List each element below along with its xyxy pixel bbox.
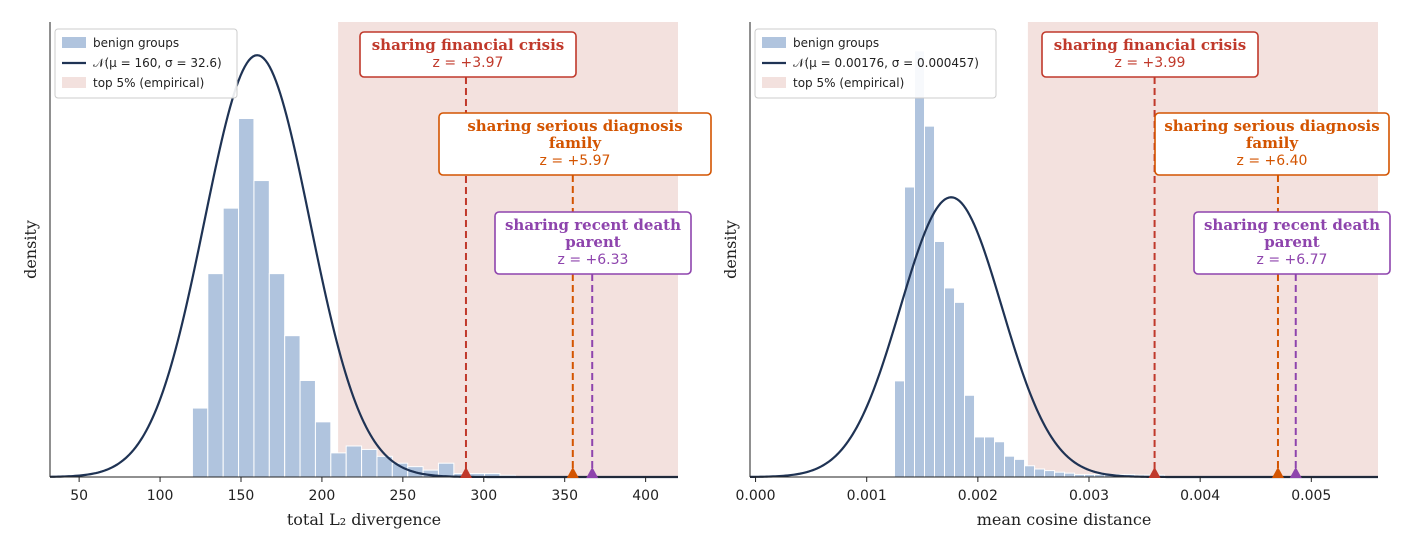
legend-swatch-top5 (62, 77, 86, 88)
annotation-z-score: z = +5.97 (540, 153, 611, 169)
legend-label: benign groups (793, 36, 879, 50)
histogram-bar (893, 380, 905, 478)
legend-swatch-histogram (62, 37, 86, 48)
x-tick-label: 250 (389, 488, 416, 504)
histogram-bar (984, 436, 996, 478)
histogram-bar (1064, 472, 1076, 478)
legend-label: benign groups (93, 36, 179, 50)
annotation-z-score: z = +6.40 (1237, 153, 1308, 169)
annotation-title: sharing serious diagnosis family (467, 117, 682, 152)
x-axis-label: total L₂ divergence (287, 510, 441, 529)
x-tick-label: 300 (470, 488, 497, 504)
annotation-marker (1271, 467, 1284, 478)
annotation-marker (566, 467, 579, 478)
histogram-bar (299, 379, 316, 478)
annotation-box-frame (1041, 31, 1259, 78)
histogram-bar (191, 407, 209, 478)
annotation-box-frame (1154, 112, 1390, 176)
annotation-box-frame (494, 211, 692, 275)
y-axis-label: density (21, 220, 40, 279)
histogram-bar (934, 240, 946, 478)
annotation-marker (1148, 467, 1161, 478)
y-axis-label: density (721, 220, 740, 279)
histogram-bar (903, 186, 916, 478)
histogram-bar (964, 394, 976, 478)
annotation-title: sharing financial crisis (1054, 36, 1247, 54)
legend-frame (754, 28, 997, 99)
histogram-bar (1054, 471, 1066, 478)
legend: benign groups 𝒩(μ = 160, σ = 32.6) top 5% … (54, 28, 238, 99)
legend: benign groups 𝒩(μ = 0.00176, σ = 0.000457… (754, 28, 997, 99)
legend-swatch-histogram (762, 37, 786, 48)
annotation-box-frame (438, 112, 712, 176)
x-tick-label: 150 (228, 488, 255, 504)
histogram-bar (207, 273, 224, 478)
legend-label: top 5% (empirical) (793, 76, 904, 90)
annotation-box-frame (1193, 211, 1391, 275)
panel-left: 50 100 150 200 250 300 350 400 total L₂ divergen… (21, 22, 712, 529)
annotation-marker (459, 467, 472, 478)
histogram-bar (994, 441, 1006, 478)
histogram-bar (1024, 465, 1036, 478)
legend-label: 𝒩(μ = 160, σ = 32.6) (93, 56, 222, 70)
annotation-z-score: z = +3.99 (1115, 55, 1186, 71)
annotation-box-frame (359, 31, 577, 78)
annotation-title: sharing recent death parent (1204, 216, 1380, 251)
x-tick-label: 0.000 (736, 488, 776, 504)
x-tick-label: 400 (632, 488, 659, 504)
histogram-bar (314, 421, 332, 478)
histogram-bar (345, 445, 363, 478)
annotation-z-score: z = +6.77 (1257, 252, 1328, 268)
histogram-bar (268, 273, 286, 478)
histogram-bar (238, 118, 255, 478)
annotation-title: sharing serious diagnosis family (1164, 117, 1379, 152)
histogram-bar (222, 207, 240, 478)
annotation-title: sharing financial crisis (372, 36, 565, 54)
histogram-bar (924, 125, 936, 478)
histogram-bar (944, 287, 956, 478)
annotation-marker (586, 467, 599, 478)
x-tick-label: 0.003 (1069, 488, 1109, 504)
histogram-bar (330, 452, 347, 478)
legend-swatch-top5 (762, 77, 786, 88)
legend-label: top 5% (empirical) (93, 76, 204, 90)
x-tick-label: 100 (147, 488, 174, 504)
histogram-bar (1044, 470, 1056, 478)
histogram-bar (954, 301, 966, 478)
x-tick-label: 0.002 (958, 488, 998, 504)
histogram-bar (253, 180, 270, 478)
annotation-title: sharing recent death parent (505, 216, 681, 251)
x-tick-label: 0.004 (1180, 488, 1220, 504)
histogram-bar (1034, 468, 1046, 478)
histogram-bar (1014, 458, 1026, 478)
x-tick-label: 200 (309, 488, 336, 504)
legend-frame (54, 28, 238, 99)
legend-label: 𝒩(μ = 0.00176, σ = 0.000457) (793, 56, 979, 70)
histogram-bar (974, 436, 986, 478)
histogram-bar (1004, 455, 1016, 478)
x-tick-label: 50 (70, 488, 88, 504)
histogram-bar (361, 448, 378, 478)
annotation-marker (1289, 467, 1302, 478)
annotation-z-score: z = +3.97 (433, 55, 504, 71)
x-tick-label: 350 (551, 488, 578, 504)
histogram-bar (284, 335, 301, 478)
x-axis-label: mean cosine distance (977, 510, 1152, 529)
histogram-bar (914, 50, 926, 478)
x-tick-label: 0.005 (1291, 488, 1331, 504)
x-tick-label: 0.001 (847, 488, 887, 504)
annotation-z-score: z = +6.33 (558, 252, 629, 268)
panel-right: 0.000 0.001 0.002 0.003 0.004 0.005 mean cosin… (721, 22, 1391, 529)
